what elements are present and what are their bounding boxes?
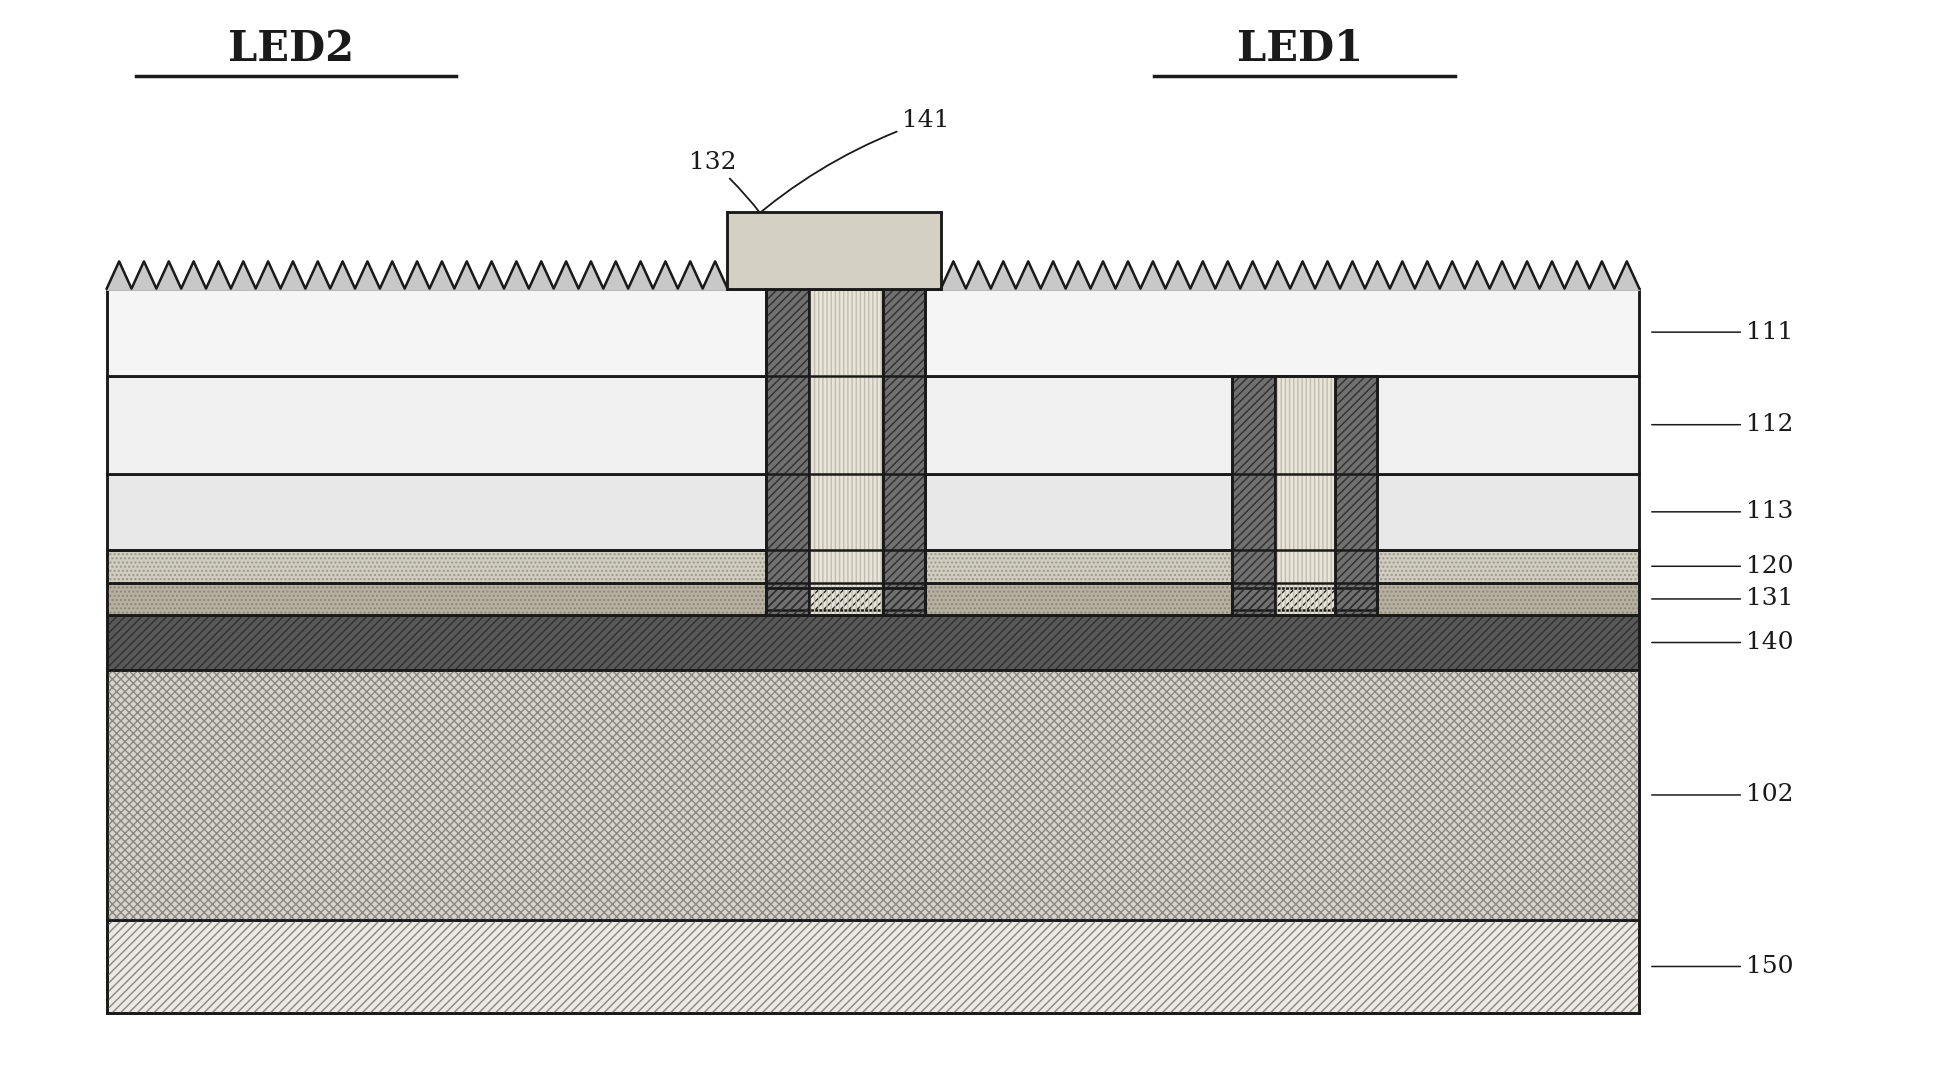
- Bar: [766, 289, 809, 615]
- Bar: [107, 615, 1638, 670]
- Text: 111: 111: [1650, 320, 1792, 344]
- Text: LED1: LED1: [1235, 28, 1363, 70]
- Bar: [809, 289, 882, 615]
- Bar: [107, 583, 1638, 615]
- Bar: [107, 583, 1638, 615]
- Bar: [107, 670, 1638, 920]
- Text: 113: 113: [1650, 500, 1792, 524]
- Bar: [1231, 588, 1377, 610]
- Bar: [107, 550, 1638, 583]
- Text: 132: 132: [688, 150, 824, 341]
- Text: 140: 140: [1650, 631, 1792, 654]
- Bar: [107, 920, 1638, 1013]
- Bar: [1231, 376, 1274, 615]
- Bar: [107, 615, 1638, 670]
- Bar: [107, 615, 1638, 670]
- Bar: [107, 670, 1638, 920]
- Bar: [766, 588, 925, 610]
- Bar: [1274, 376, 1334, 615]
- Bar: [1231, 588, 1377, 610]
- Text: 141: 141: [748, 109, 948, 222]
- Text: LED2: LED2: [227, 28, 355, 70]
- Text: 131: 131: [1650, 587, 1792, 611]
- Bar: [107, 920, 1638, 1013]
- Bar: [766, 588, 925, 610]
- Bar: [1274, 376, 1334, 615]
- Bar: [882, 289, 925, 615]
- Bar: [766, 289, 809, 615]
- Bar: [107, 376, 1638, 474]
- Bar: [727, 212, 940, 289]
- Bar: [1334, 376, 1377, 615]
- Bar: [1231, 376, 1274, 615]
- Bar: [1231, 588, 1377, 610]
- Bar: [809, 289, 882, 615]
- Bar: [766, 289, 809, 615]
- Bar: [107, 550, 1638, 583]
- Text: 102: 102: [1650, 783, 1792, 807]
- Bar: [107, 920, 1638, 1013]
- Text: 112: 112: [1650, 413, 1792, 437]
- Bar: [1334, 376, 1377, 615]
- Bar: [809, 289, 882, 615]
- Bar: [107, 474, 1638, 550]
- Bar: [882, 289, 925, 615]
- Bar: [766, 588, 925, 610]
- Bar: [882, 289, 925, 615]
- Bar: [107, 583, 1638, 615]
- Bar: [1274, 376, 1334, 615]
- Bar: [107, 289, 1638, 376]
- Bar: [1334, 376, 1377, 615]
- Bar: [107, 670, 1638, 920]
- Text: 150: 150: [1650, 955, 1792, 978]
- Bar: [1231, 376, 1274, 615]
- Bar: [107, 550, 1638, 583]
- Text: 120: 120: [1650, 554, 1792, 578]
